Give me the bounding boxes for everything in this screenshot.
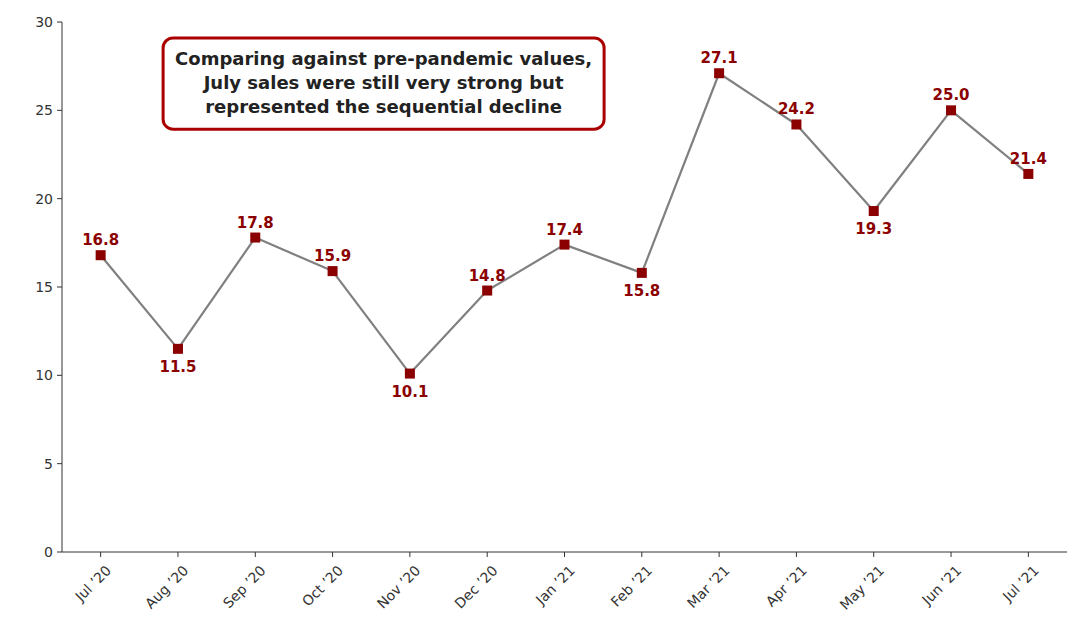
data-label: 10.1 [391,383,428,401]
data-label: 21.4 [1010,150,1047,168]
x-tick-label: May ’21 [837,562,888,613]
x-tick [487,552,488,557]
data-label: 16.8 [82,231,119,249]
x-tick-label: Sep ’20 [220,562,269,611]
data-label: 14.8 [469,267,506,285]
data-label: 17.8 [237,214,274,232]
y-tick-label: 30 [35,14,53,30]
x-tick [409,552,410,557]
marker [250,233,260,243]
marker [560,240,570,250]
x-tick-label: Jan ’21 [532,562,578,608]
data-label: 24.2 [778,100,815,118]
y-tick [57,110,62,111]
data-label: 15.9 [314,247,351,265]
marker [637,268,647,278]
x-tick [796,552,797,557]
x-tick-label: Dec ’20 [451,562,500,611]
y-tick-label: 25 [35,102,53,118]
marker [405,369,415,379]
x-tick [719,552,720,557]
x-tick [1028,552,1029,557]
y-tick-label: 5 [44,456,53,472]
data-label: 27.1 [701,49,738,67]
data-label: 15.8 [623,282,660,300]
y-tick-label: 20 [35,191,53,207]
data-label: 17.4 [546,221,583,239]
annotation-line: represented the sequential decline [205,96,562,117]
x-tick [564,552,565,557]
annotation: Comparing against pre-pandemic values, Ju… [163,38,604,129]
y-tick [57,287,62,288]
data-label: 25.0 [933,86,970,104]
x-tick [641,552,642,557]
y-tick-label: 15 [35,279,53,295]
y-tick [57,552,62,553]
y-tick [57,463,62,464]
x-tick-label: Aug ’20 [142,562,192,612]
x-tick-label: Apr ’21 [763,562,810,609]
x-tick [255,552,256,557]
marker [1023,169,1033,179]
x-tick-label: Jul ’20 [71,562,114,605]
annotation-box [163,38,604,129]
marker [714,68,724,78]
y-tick [57,375,62,376]
y-tick-label: 10 [35,367,53,383]
x-tick-label: Feb ’21 [608,562,656,610]
x-tick [177,552,178,557]
marker [869,206,879,216]
annotation-line: Comparing against pre-pandemic values, [175,48,592,69]
x-tick [100,552,101,557]
annotation-text: Comparing against pre-pandemic values, Ju… [175,48,592,117]
y-tick [57,22,62,23]
x-tick [873,552,874,557]
marker [946,105,956,115]
y-tick [57,198,62,199]
x-tick-label: Jul ’21 [999,562,1042,605]
axes: 0 5 10 15 20 25 30 Jul ’20 Aug ’20 Sep ’20 Oct ’20… [35,14,1067,613]
x-tick-label: Mar ’21 [684,562,733,611]
x-tick-label: Nov ’20 [374,562,424,612]
marker [328,266,338,276]
marker [173,344,183,354]
x-tick [951,552,952,557]
data-label: 19.3 [855,220,892,238]
marker [96,250,106,260]
chart: 0 5 10 15 20 25 30 Jul ’20 Aug ’20 Sep ’20 Oct ’20… [0,0,1091,636]
x-tick-label: Jun ’21 [918,562,964,608]
annotation-line: July sales were still very strong but [202,72,564,93]
marker [791,119,801,129]
data-label: 11.5 [159,358,196,376]
y-tick-label: 0 [44,544,53,560]
x-tick [332,552,333,557]
x-tick-label: Oct ’20 [299,562,346,609]
marker [482,286,492,296]
